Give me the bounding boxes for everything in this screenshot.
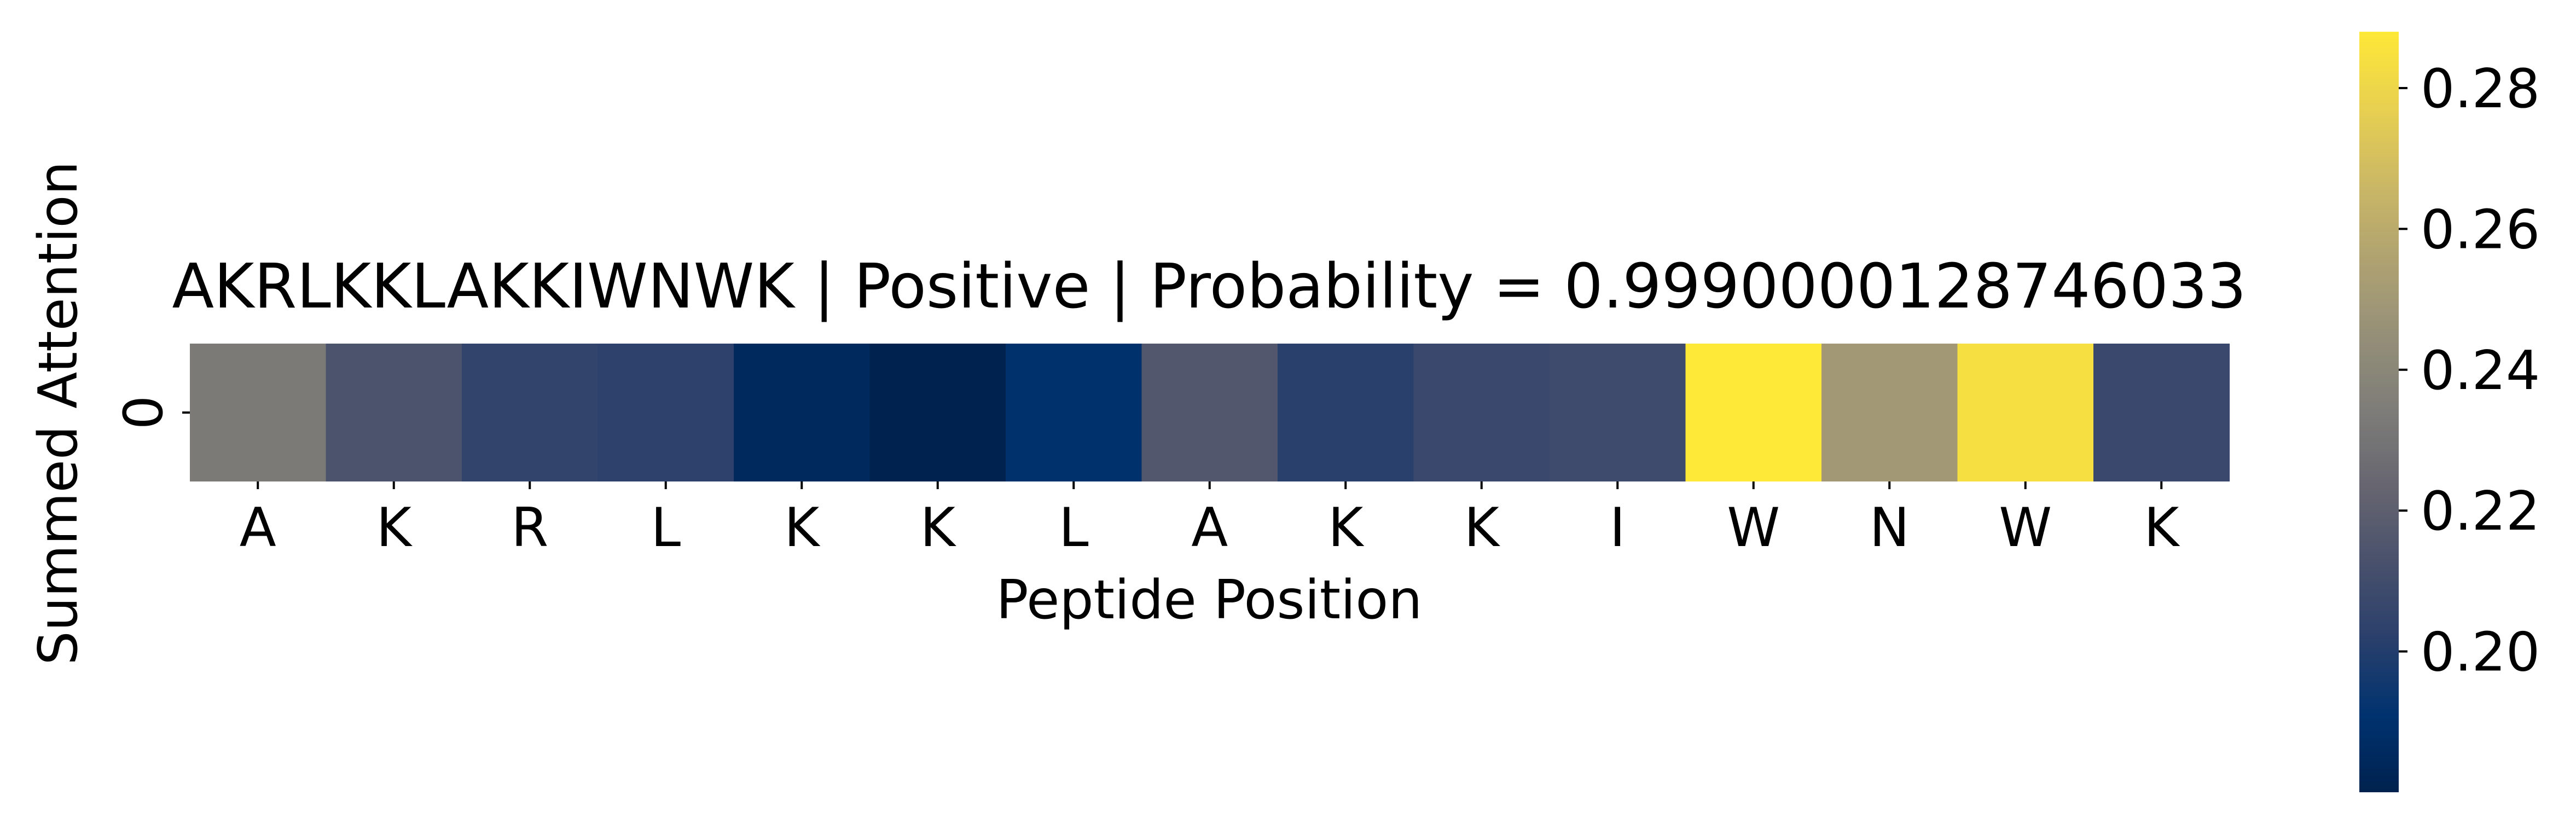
heatmap-cell (1278, 344, 1414, 481)
heatmap-cell (734, 344, 871, 481)
colorbar-tick-label: 0.26 (2421, 199, 2540, 261)
heatmap-cell (1006, 344, 1142, 481)
heatmap-cell (2093, 344, 2230, 481)
colorbar-tick-label: 0.22 (2421, 480, 2540, 543)
x-tick-label: K (376, 497, 413, 559)
x-tick-label: A (240, 497, 276, 559)
x-tick-label: I (1610, 497, 1626, 559)
heatmap-cell (326, 344, 462, 481)
x-tick-label: R (511, 497, 548, 559)
x-tick-label: K (1464, 497, 1501, 559)
y-axis-label: Summed Attention (27, 161, 90, 665)
x-tick-label: K (1328, 497, 1365, 559)
heatmap-cell (597, 344, 734, 481)
x-tick-label: A (1191, 497, 1228, 559)
colorbar-tick-label: 0.20 (2421, 622, 2540, 684)
heatmap-cell (190, 344, 327, 481)
heatmap-cell (1413, 344, 1550, 481)
heatmap-cell (869, 344, 1006, 481)
x-tick-label: W (1727, 497, 1780, 559)
x-tick-label: L (1059, 497, 1089, 559)
heatmap-cell (1550, 344, 1686, 481)
x-tick-label: K (920, 497, 957, 559)
x-tick-label: K (2144, 497, 2180, 559)
x-tick-label: L (651, 497, 681, 559)
x-tick-label: W (1999, 497, 2052, 559)
heatmap-cells (190, 344, 2230, 481)
y-tick-label: 0 (113, 396, 175, 430)
heatmap-cell (1685, 344, 1822, 481)
heatmap-cell (1957, 344, 2094, 481)
x-tick-label: N (1870, 497, 1910, 559)
colorbar-ticks: 0.20 0.22 0.24 0.26 0.28 (2399, 58, 2540, 684)
x-axis-label: Peptide Position (996, 569, 1423, 631)
heatmap-cell (462, 344, 599, 481)
colorbar-tick-label: 0.28 (2421, 58, 2540, 120)
y-tick-labels: 0 (113, 396, 190, 430)
x-tick-label: K (784, 497, 821, 559)
heatmap-cell (1141, 344, 1278, 481)
colorbar (2359, 32, 2399, 792)
heatmap-cell (1821, 344, 1958, 481)
chart-title: AKRLKKLAKKIWNWK | Positive | Probability… (172, 251, 2246, 322)
colorbar-tick-label: 0.24 (2421, 340, 2540, 402)
